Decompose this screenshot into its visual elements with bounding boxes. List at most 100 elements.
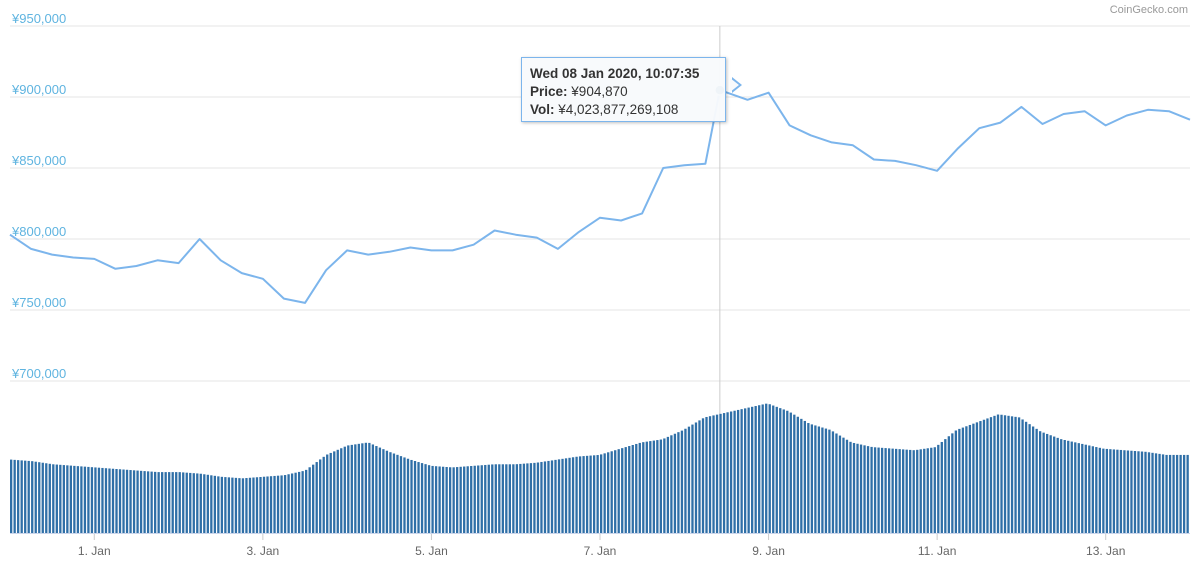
volume-bar [1060, 439, 1063, 533]
volume-bar [343, 446, 346, 533]
volume-bar [821, 427, 824, 533]
volume-bars [10, 403, 1190, 534]
volume-bar [968, 424, 972, 533]
volume-bar [561, 458, 564, 533]
volume-bar [803, 420, 806, 533]
volume-bar [859, 444, 863, 533]
volume-bar [526, 463, 529, 533]
volume-bar [600, 454, 603, 533]
tooltip-vol-value: ¥4,023,877,269,108 [558, 102, 679, 117]
volume-bar [213, 475, 216, 533]
volume-bar [817, 426, 821, 533]
volume-bar [895, 448, 898, 533]
volume-bar [322, 456, 325, 533]
price-line [9, 89, 1191, 304]
volume-bar [477, 465, 480, 533]
volume-bar [568, 457, 571, 533]
x-tick-label: 5. Jan [415, 544, 448, 558]
volume-bar [972, 423, 975, 533]
volume-bar [1084, 444, 1087, 533]
volume-bar [245, 478, 248, 533]
volume-bar [631, 445, 634, 533]
volume-bar [944, 439, 947, 533]
volume-bar [466, 466, 469, 533]
volume-bar [592, 455, 596, 533]
volume-bar [308, 467, 311, 533]
volume-bar [1112, 449, 1116, 533]
volume-bar [1007, 415, 1010, 533]
volume-bar [772, 405, 775, 533]
volume-bar [1105, 448, 1109, 533]
volume-bar [1014, 416, 1017, 533]
volume-bar [1053, 436, 1056, 533]
volume-bar [670, 435, 673, 533]
volume-bar [382, 449, 385, 533]
volume-bar [933, 447, 936, 533]
volume-bar [793, 414, 796, 533]
volume-bar [1109, 449, 1112, 533]
volume-bar [845, 439, 849, 533]
volume-bar [378, 447, 382, 533]
volume-bar [438, 466, 441, 533]
x-tick-label: 9. Jan [752, 544, 785, 558]
volume-bar [62, 465, 65, 533]
volume-bar [491, 464, 494, 533]
volume-bar [758, 405, 761, 533]
volume-bar [269, 476, 273, 533]
volume-bar [1133, 451, 1137, 533]
volume-bar [831, 431, 835, 533]
volume-bar [1165, 454, 1168, 533]
volume-bar [164, 472, 167, 533]
volume-bar [912, 450, 915, 533]
volume-bar [101, 467, 104, 533]
volume-bar [448, 467, 452, 533]
volume-bar [1000, 414, 1003, 533]
volume-bar [498, 464, 501, 533]
volume-bar [231, 477, 234, 533]
volume-bar [1126, 450, 1130, 533]
volume-bar [31, 461, 34, 533]
volume-bar [406, 458, 410, 533]
volume-bar [1035, 428, 1038, 533]
volume-bar [557, 459, 561, 533]
volume-bar [1186, 454, 1189, 533]
tooltip-date: Wed 08 Jan 2020, 10:07:35 [530, 66, 700, 81]
volume-bar [199, 473, 202, 533]
volume-bar [543, 461, 547, 533]
volume-bar [452, 467, 455, 533]
volume-bar [930, 447, 933, 533]
volume-bar [97, 467, 101, 533]
volume-bar [1123, 450, 1126, 533]
volume-bar [505, 464, 508, 533]
volume-bar [441, 466, 445, 533]
volume-bar [69, 465, 73, 533]
volume-bar [262, 476, 266, 533]
volume-bar [255, 477, 259, 533]
volume-bar [1038, 431, 1042, 533]
volume-bar [1074, 442, 1077, 533]
volume-bar [856, 443, 859, 533]
volume-bar [1067, 440, 1070, 533]
volume-bar [301, 471, 304, 533]
volume-bar [810, 424, 814, 533]
volume-bar [185, 472, 188, 533]
volume-bar [13, 459, 16, 533]
volume-bar [554, 459, 557, 533]
volume-bar [659, 439, 663, 533]
volume-bar [708, 416, 712, 533]
credit-link[interactable]: CoinGecko.com [1110, 4, 1188, 16]
volume-bar [27, 460, 30, 533]
volume-bar [585, 455, 589, 533]
volume-bar [800, 418, 803, 533]
volume-bar [1070, 441, 1073, 533]
volume-bar [385, 450, 389, 533]
volume-bar [993, 415, 996, 533]
volume-bar [705, 416, 708, 533]
volume-bar [828, 429, 831, 533]
tooltip-vol: Vol: ¥4,023,877,269,108 [530, 101, 717, 119]
volume-bar [519, 463, 522, 533]
volume-bar [684, 428, 687, 533]
volume-bar [536, 462, 540, 533]
tooltip-price: Price: ¥904,870 [530, 83, 717, 101]
